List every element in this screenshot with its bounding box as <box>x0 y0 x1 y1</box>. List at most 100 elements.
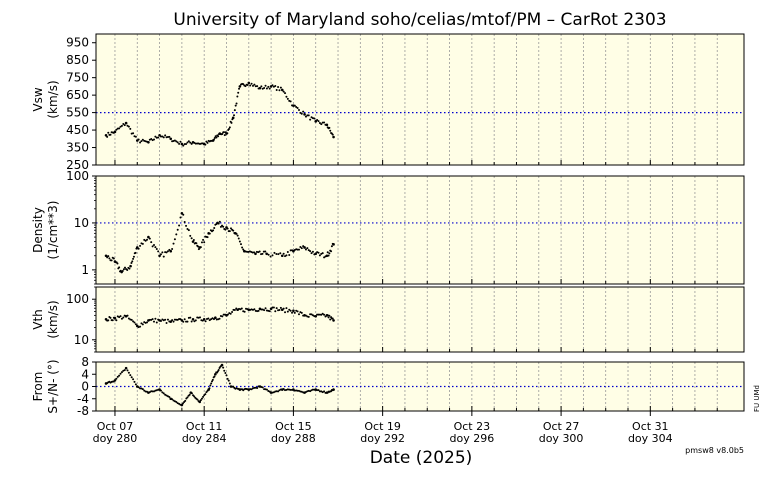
panel-background <box>96 34 744 165</box>
data-point <box>204 393 207 396</box>
data-point <box>222 131 225 134</box>
data-point <box>282 307 285 310</box>
data-point <box>148 391 151 394</box>
data-point <box>265 388 268 391</box>
data-point <box>161 251 164 254</box>
data-point <box>127 125 130 128</box>
y-tick-label: 100 <box>66 292 89 306</box>
data-point <box>130 318 133 321</box>
data-point <box>317 251 320 254</box>
data-point <box>148 237 151 240</box>
data-point <box>208 387 211 390</box>
y-tick-label: 450 <box>66 123 89 137</box>
data-point <box>199 316 202 319</box>
data-point <box>233 109 236 112</box>
data-point <box>120 124 123 127</box>
data-point <box>279 306 282 309</box>
data-point <box>332 243 335 246</box>
data-points <box>104 306 335 329</box>
data-point <box>157 250 160 253</box>
data-point <box>134 323 137 326</box>
y-axis-title: Density <box>31 207 45 253</box>
data-point <box>314 252 318 256</box>
data-point <box>110 259 113 262</box>
data-point <box>141 242 144 245</box>
data-point <box>109 133 112 136</box>
data-point <box>178 224 181 227</box>
data-point <box>228 126 231 129</box>
data-point <box>279 86 282 89</box>
data-point <box>186 228 189 231</box>
data-point <box>318 121 321 124</box>
data-point <box>116 375 119 378</box>
y-axis-unit: (km/s) <box>46 300 60 338</box>
data-point <box>169 137 173 141</box>
data-point <box>202 317 206 321</box>
data-point <box>116 262 119 265</box>
data-point <box>269 255 272 258</box>
data-point <box>120 317 123 320</box>
x-tick-doy: doy 296 <box>450 432 495 445</box>
data-point <box>244 85 247 88</box>
data-point <box>280 88 284 92</box>
x-tick-date: Oct 19 <box>364 420 401 433</box>
data-point <box>332 388 335 391</box>
data-point <box>131 260 134 263</box>
data-point <box>210 382 213 385</box>
data-point <box>293 311 296 314</box>
data-point <box>183 221 186 224</box>
panel-1: 950 850 750 650 550 450 350 250 Vsw (km/s) <box>31 33 745 172</box>
data-point <box>221 132 224 135</box>
data-point <box>320 123 323 126</box>
data-point <box>112 257 115 260</box>
data-point <box>265 252 268 256</box>
data-point <box>222 313 225 316</box>
data-point <box>212 318 215 321</box>
data-point <box>109 316 112 319</box>
data-point <box>328 126 331 129</box>
x-tick-doy: doy 304 <box>628 432 673 445</box>
data-point <box>192 238 195 241</box>
data-point <box>175 400 178 403</box>
data-point <box>296 107 299 110</box>
data-point <box>179 216 182 219</box>
data-point <box>171 398 174 401</box>
data-point <box>278 308 281 311</box>
data-point <box>258 250 261 253</box>
x-tick-date: Oct 31 <box>632 420 669 433</box>
data-point <box>321 312 324 315</box>
x-tick-date: Oct 27 <box>543 420 580 433</box>
data-point <box>146 321 149 324</box>
y-tick-label: 10 <box>74 333 89 347</box>
data-point <box>190 237 193 240</box>
y-axis-title: Vth <box>31 309 45 330</box>
data-point <box>189 316 192 319</box>
data-point <box>133 321 136 324</box>
data-point <box>151 245 154 248</box>
data-point <box>161 135 164 138</box>
data-point <box>326 314 329 317</box>
data-point <box>271 84 274 87</box>
data-point <box>204 320 207 323</box>
data-point <box>198 400 202 404</box>
data-point <box>226 377 229 380</box>
data-point <box>159 389 162 392</box>
data-point <box>190 392 193 395</box>
data-point <box>162 392 165 395</box>
data-point <box>119 315 122 318</box>
data-point <box>310 252 313 255</box>
data-point <box>186 320 189 323</box>
data-point <box>238 240 241 243</box>
data-point <box>128 267 131 270</box>
data-point <box>123 124 126 127</box>
data-point <box>150 241 153 244</box>
x-tick-date: Oct 11 <box>186 420 223 433</box>
data-point <box>260 85 263 88</box>
data-point <box>166 250 169 253</box>
data-point <box>307 315 310 318</box>
data-point <box>134 251 137 254</box>
data-point <box>214 372 217 376</box>
data-point <box>233 114 236 117</box>
data-point <box>286 251 289 254</box>
y-tick-label: 8 <box>81 355 89 369</box>
